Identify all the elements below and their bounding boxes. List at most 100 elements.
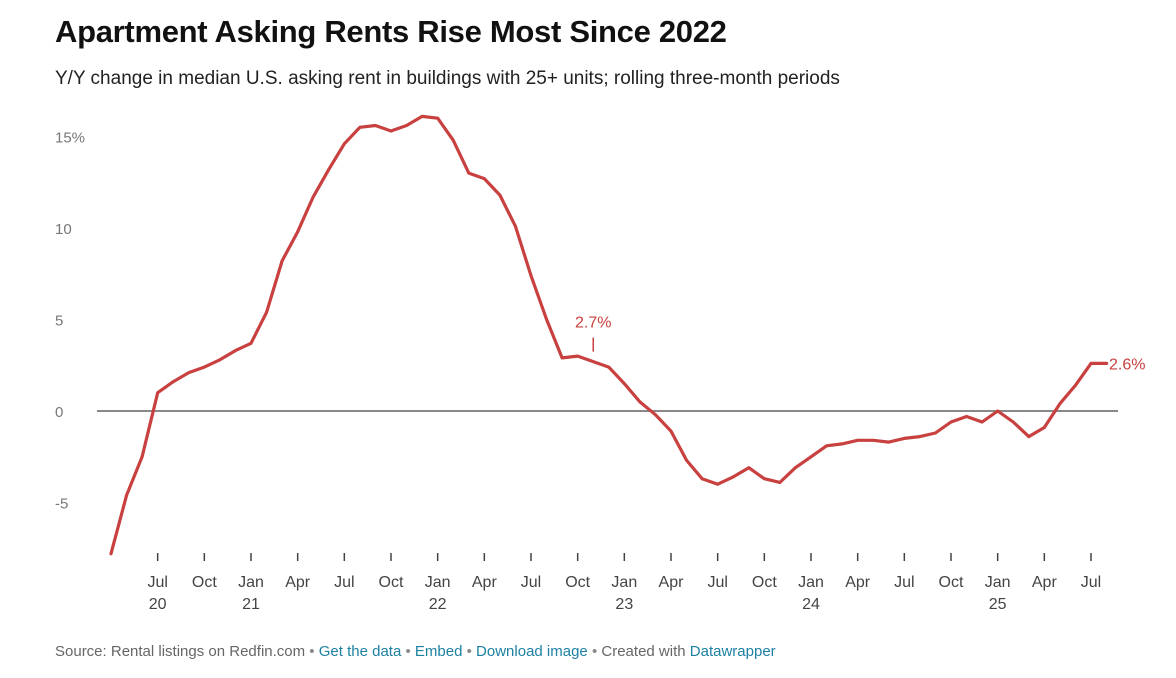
x-tick-label-month: Apr	[472, 574, 498, 591]
embed-link[interactable]: Embed	[414, 643, 463, 660]
data-point	[498, 193, 502, 197]
footer-separator: •	[405, 643, 411, 660]
x-tick-label-month: Apr	[285, 574, 311, 591]
data-point	[482, 177, 486, 181]
x-tick-label-month: Jan	[798, 574, 824, 591]
data-point	[311, 195, 315, 199]
annotation-label-peak-2023: 2.7%	[575, 315, 611, 332]
x-tick-label-month: Apr	[1032, 574, 1058, 591]
download-image-link[interactable]: Download image	[476, 643, 588, 660]
footer-separator: •	[466, 643, 472, 660]
x-tick-label-month: Oct	[379, 574, 404, 591]
series-line-rent-change	[109, 114, 1109, 556]
x-tick-label-year: 23	[615, 596, 633, 613]
data-point	[591, 360, 595, 363]
x-tick-label-month: Oct	[192, 574, 217, 591]
x-tick-label-year: 20	[149, 596, 167, 613]
annotations: 2.7% 2.6%	[575, 315, 1145, 374]
data-point	[638, 400, 642, 404]
data-point	[685, 459, 688, 462]
data-point	[762, 477, 766, 481]
data-point	[949, 420, 953, 424]
x-tick-label-month: Jul	[334, 574, 354, 591]
x-tick-label-month: Jan	[985, 574, 1011, 591]
x-tick-label-month: Jul	[707, 574, 727, 591]
data-point	[358, 125, 362, 129]
y-tick-label: 5	[55, 313, 63, 330]
source-text: Source: Rental listings on Redfin.com	[55, 643, 306, 660]
created-with-text: Created with	[601, 643, 686, 660]
data-point	[918, 435, 922, 438]
y-tick-label: 10	[55, 221, 72, 238]
get-data-link[interactable]: Get the data	[318, 643, 402, 660]
data-point	[1058, 402, 1062, 406]
data-point	[654, 413, 657, 417]
x-tick-label-year: 21	[242, 596, 260, 613]
data-point	[140, 455, 144, 459]
x-tick-label-month: Oct	[939, 574, 964, 591]
data-point	[856, 438, 860, 442]
datawrapper-link[interactable]: Datawrapper	[689, 643, 776, 660]
data-point	[669, 429, 673, 433]
x-tick-label-month: Jul	[894, 574, 914, 591]
data-point	[700, 477, 704, 481]
data-point	[794, 466, 797, 470]
x-tick-label-month: Jul	[147, 574, 167, 591]
data-point	[529, 274, 533, 277]
data-point	[374, 124, 377, 127]
data-point	[280, 259, 284, 263]
y-tick-label: 0	[55, 404, 63, 421]
data-point	[887, 440, 891, 444]
data-point	[607, 365, 611, 369]
data-point	[109, 552, 113, 556]
data-point	[1074, 384, 1077, 387]
data-point	[249, 341, 253, 345]
data-point	[1042, 426, 1046, 429]
data-point	[778, 481, 782, 484]
data-point	[156, 391, 160, 395]
chart-title: Apartment Asking Rents Rise Most Since 2…	[55, 14, 727, 49]
data-point	[1011, 420, 1015, 424]
data-point	[296, 230, 300, 234]
x-tick-label-year: 25	[989, 596, 1007, 613]
data-point	[1027, 435, 1031, 438]
footer: Source: Rental listings on Redfin.com • …	[55, 643, 776, 660]
data-point	[871, 438, 875, 442]
x-tick-label-month: Apr	[659, 574, 685, 591]
data-point	[1089, 362, 1093, 365]
footer-separator: •	[309, 643, 315, 660]
data-point	[436, 116, 440, 120]
x-tick-label-month: Jul	[521, 574, 541, 591]
x-tick-label-month: Jan	[425, 574, 451, 591]
data-point	[202, 365, 206, 369]
series-points	[109, 115, 1108, 556]
data-point	[125, 493, 128, 497]
data-point	[218, 358, 222, 362]
data-point	[451, 138, 455, 142]
data-point	[840, 442, 844, 446]
data-point	[902, 437, 906, 440]
data-point	[234, 349, 237, 352]
data-point	[825, 444, 828, 448]
x-tick-label-month: Jan	[238, 574, 264, 591]
data-point	[560, 356, 564, 360]
chart-subtitle: Y/Y change in median U.S. asking rent in…	[55, 68, 840, 89]
data-point	[747, 466, 751, 470]
data-point	[342, 142, 346, 146]
x-tick-label-year: 24	[802, 596, 820, 613]
data-point	[576, 354, 580, 358]
data-point	[327, 168, 331, 171]
data-point	[514, 224, 517, 228]
data-point	[171, 380, 175, 384]
data-point	[467, 171, 471, 175]
data-point	[809, 455, 813, 459]
data-point	[187, 371, 191, 374]
line-chart: 15% 10 5 0 -5 Jul 20 Oct Jan 21 Apr Jul Oct Jan 22 Apr…	[55, 114, 1145, 613]
data-point	[622, 382, 626, 385]
x-tick-label-month: Oct	[565, 574, 590, 591]
x-tick-label-month: Apr	[845, 574, 871, 591]
data-point	[420, 115, 424, 118]
x-axis: Jul 20 Oct Jan 21 Apr Jul Oct Jan 22 Apr Jul Oct Jan 2…	[147, 553, 1101, 613]
x-tick-label-year: 22	[429, 596, 447, 613]
data-point	[389, 129, 393, 133]
